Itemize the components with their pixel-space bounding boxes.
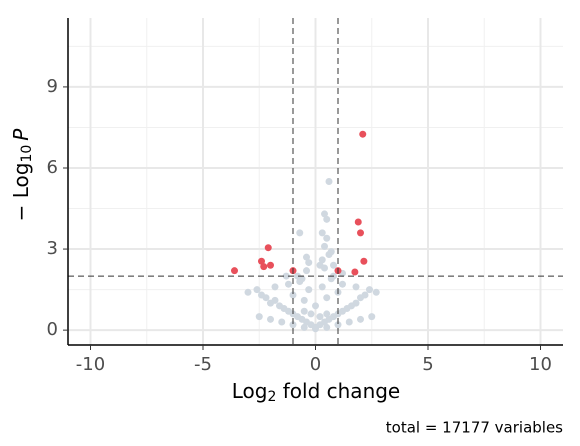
x-label-sub: 2 (267, 389, 276, 405)
point (368, 313, 376, 321)
x-tick-label: -5 (194, 354, 212, 375)
point (278, 318, 286, 326)
point (323, 234, 331, 242)
point (360, 257, 368, 265)
y-label-sub: 10 (19, 145, 35, 163)
point (316, 313, 324, 321)
point (305, 286, 313, 294)
point (303, 267, 310, 275)
point (264, 244, 272, 252)
point (318, 256, 326, 264)
point (321, 210, 328, 218)
point (300, 296, 308, 304)
y-tick-label: 0 (47, 319, 58, 340)
point (357, 229, 364, 237)
point (354, 218, 362, 226)
point (307, 310, 315, 318)
point (260, 263, 268, 271)
point (296, 229, 304, 237)
point (372, 288, 380, 296)
point (323, 323, 331, 331)
y-tick-label: 3 (47, 238, 58, 259)
point (366, 286, 373, 294)
point (282, 272, 290, 280)
point (244, 288, 252, 296)
point (231, 267, 238, 275)
y-tick-label: 6 (47, 157, 58, 178)
point (312, 302, 319, 310)
x-tick-label: 10 (529, 354, 552, 375)
y-label-p: P (9, 128, 33, 141)
point (271, 296, 279, 304)
point (318, 229, 326, 237)
x-label-rest: fold change (276, 379, 400, 403)
point (321, 242, 328, 250)
point (351, 268, 359, 276)
point (345, 318, 353, 326)
point (255, 313, 263, 321)
point (359, 130, 367, 138)
point (271, 283, 279, 291)
point (303, 253, 310, 261)
point (298, 275, 306, 283)
point (289, 291, 297, 299)
point (318, 283, 326, 291)
point (300, 307, 308, 315)
caption: total = 17177 variables (386, 419, 563, 437)
point (258, 257, 265, 265)
point (325, 178, 333, 185)
point (352, 299, 360, 307)
point (323, 294, 331, 302)
point (289, 321, 297, 329)
point (330, 261, 337, 269)
x-tick-label: 0 (310, 354, 321, 375)
point (285, 280, 292, 288)
point (300, 323, 308, 331)
point (312, 325, 319, 333)
x-tick-label: -10 (76, 354, 105, 375)
x-axis-label: Log2 fold change (232, 379, 401, 406)
point (267, 261, 274, 269)
point (339, 280, 346, 288)
y-axis-label: − Log10 P (9, 128, 36, 222)
y-label-main: − Log (9, 163, 33, 222)
point (305, 259, 313, 267)
x-tick-label: 5 (422, 354, 433, 375)
x-label-main: Log (232, 379, 268, 403)
point (327, 248, 335, 256)
y-tick-label: 9 (47, 76, 58, 97)
point (352, 283, 360, 291)
point (334, 321, 342, 329)
point (357, 315, 364, 323)
point (323, 215, 331, 223)
point (262, 294, 270, 302)
point (323, 310, 331, 318)
point (321, 264, 328, 272)
point (267, 315, 274, 323)
point (361, 291, 369, 299)
point (253, 286, 261, 294)
